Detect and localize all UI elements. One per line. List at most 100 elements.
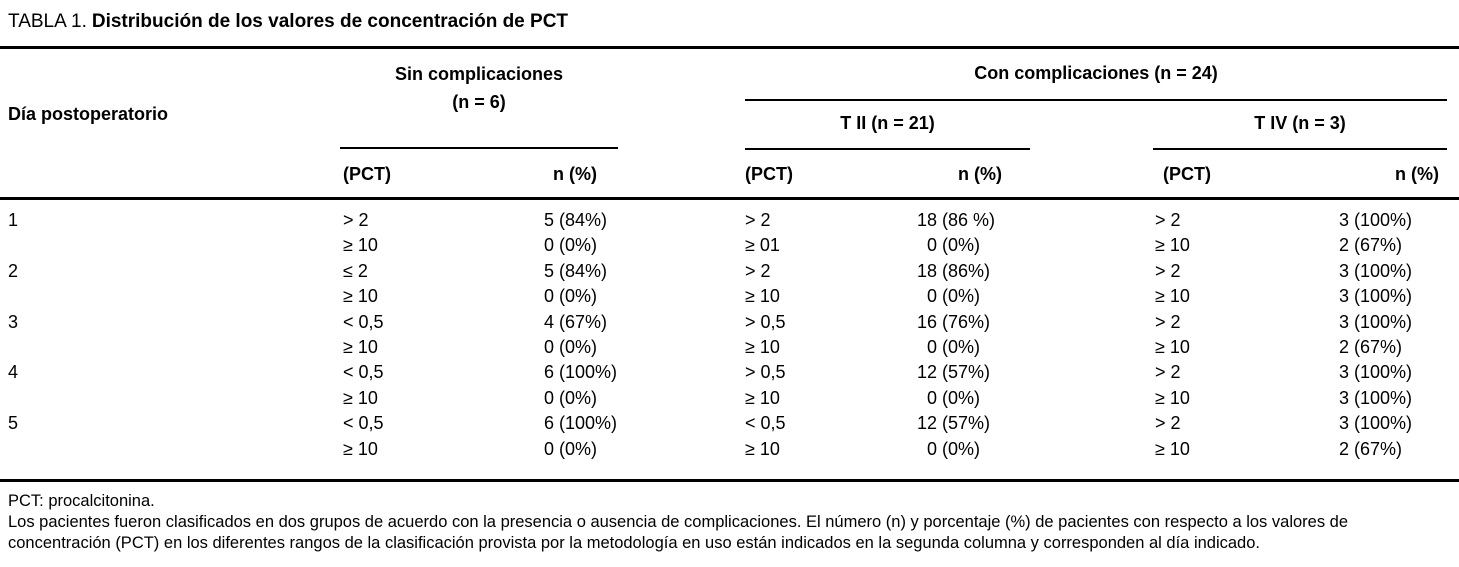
pct-range-cell: < 0,5 xyxy=(343,362,384,383)
n-count: 3 xyxy=(1338,286,1349,307)
n-count: 2 xyxy=(1338,235,1349,256)
pct-range-cell: ≥ 10 xyxy=(745,286,780,307)
pct-range-cell: < 0,5 xyxy=(745,413,786,434)
n-percent-cell: 3 (100%) xyxy=(1315,210,1412,231)
subgroup-header-t4: T IV (n = 3) xyxy=(1254,113,1346,133)
percent-value: (67%) xyxy=(1354,336,1403,357)
n-count: 16 xyxy=(916,311,937,332)
complications-rule xyxy=(745,99,1447,101)
n-percent-cell: 3 (100%) xyxy=(1315,286,1412,307)
header-bottom-rule xyxy=(0,197,1459,200)
n-percent-cell: 2 (67%) xyxy=(1315,235,1402,256)
n-count: 3 xyxy=(1338,311,1349,332)
table-title: TABLA 1. Distribución de los valores de c… xyxy=(8,11,568,33)
n-percent-cell: 5 (84%) xyxy=(520,261,607,282)
n-percent-cell: 5 (84%) xyxy=(520,210,607,231)
pct-range-cell: > 2 xyxy=(745,210,771,230)
pct-range-cell: > 2 xyxy=(1155,210,1181,230)
pct-range-cell: ≥ 10 xyxy=(343,387,378,408)
group-header-no-complications-line2: (n = 6) xyxy=(452,92,506,112)
table-body: 1 > 2 5 (84%) > 2 18 (86 %) > 2 3 (100%) ≥ 10 0 (0%)… xyxy=(0,210,1459,464)
percent-value: (0%) xyxy=(942,336,981,357)
percent-value: (0%) xyxy=(559,286,598,307)
table-row: 2 ≤ 2 5 (84%) > 2 18 (86%) > 2 3 (100%) xyxy=(0,261,1459,286)
pct-range-cell: ≥ 10 xyxy=(745,438,780,459)
pct-range-cell: ≥ 10 xyxy=(343,235,378,256)
column-header-pct-g2: (PCT) xyxy=(745,164,793,184)
pct-range-cell: ≥ 10 xyxy=(1155,387,1190,408)
column-header-day: Día postoperatorio xyxy=(8,104,169,124)
n-percent-cell: 0 (0%) xyxy=(903,388,980,409)
column-header-n-g1: n (%) xyxy=(553,164,597,184)
n-count: 3 xyxy=(1338,387,1349,408)
n-count: 3 xyxy=(1338,210,1349,230)
percent-value: (100%) xyxy=(1354,286,1413,307)
pct-range-cell: > 2 xyxy=(1155,260,1181,281)
percent-value: (100%) xyxy=(1354,210,1413,230)
pct-range-cell: ≥ 10 xyxy=(343,336,378,357)
n-percent-cell: 0 (0%) xyxy=(520,388,597,409)
percent-value: (0%) xyxy=(942,438,981,459)
pct-range-cell: ≥ 10 xyxy=(343,286,378,307)
n-percent-cell: 2 (67%) xyxy=(1315,439,1402,460)
n-count: 3 xyxy=(1338,260,1349,281)
percent-value: (86%) xyxy=(942,260,991,281)
n-percent-cell: 3 (100%) xyxy=(1315,312,1412,333)
percent-value: (0%) xyxy=(559,387,598,408)
pct-range-cell: < 0,5 xyxy=(343,413,384,434)
n-percent-cell: 6 (100%) xyxy=(520,413,617,434)
percent-value: (67%) xyxy=(1354,438,1403,459)
n-percent-cell: 0 (0%) xyxy=(520,286,597,307)
n-count: 0 xyxy=(926,336,937,357)
n-percent-cell: 3 (100%) xyxy=(1315,413,1412,434)
n-count: 0 xyxy=(543,387,554,408)
t2-rule xyxy=(745,148,1030,150)
n-count: 0 xyxy=(926,235,937,256)
pct-range-cell: ≥ 10 xyxy=(745,387,780,408)
group-header-no-complications-line1: Sin complicaciones xyxy=(394,64,564,84)
n-count: 3 xyxy=(1338,413,1349,434)
footnote-description-line2: concentración (PCT) en los diferentes ra… xyxy=(8,534,1260,552)
percent-value: (0%) xyxy=(559,235,598,256)
n-percent-cell: 0 (0%) xyxy=(903,439,980,460)
table-footnotes: PCT: procalcitonina. Los pacientes fuero… xyxy=(8,491,1348,554)
column-header-n-g2: n (%) xyxy=(958,164,1002,184)
table-row: 1 > 2 5 (84%) > 2 18 (86 %) > 2 3 (100%) xyxy=(0,210,1459,235)
n-count: 3 xyxy=(1338,362,1349,383)
n-count: 5 xyxy=(543,210,554,230)
n-count: 12 xyxy=(916,362,937,383)
n-percent-cell: 3 (100%) xyxy=(1315,362,1412,383)
percent-value: (0%) xyxy=(942,235,981,256)
subgroup-header-t2: T II (n = 21) xyxy=(840,113,935,133)
percent-value: (0%) xyxy=(559,438,598,459)
percent-value: (67%) xyxy=(1354,235,1403,256)
n-count: 2 xyxy=(1338,336,1349,357)
n-percent-cell: 0 (0%) xyxy=(520,439,597,460)
group-header-no-complications: Sin complicaciones (n = 6) xyxy=(340,60,618,116)
n-count: 18 xyxy=(916,260,937,281)
pct-range-cell: ≥ 10 xyxy=(1155,336,1190,357)
n-percent-cell: 3 (100%) xyxy=(1315,261,1412,282)
pct-range-cell: > 2 xyxy=(1155,362,1181,383)
percent-value: (86 %) xyxy=(942,210,996,230)
n-count: 5 xyxy=(543,260,554,281)
n-count: 0 xyxy=(926,387,937,408)
table-row: ≥ 10 0 (0%) ≥ 10 0 (0%) ≥ 10 3 (100%) xyxy=(0,286,1459,311)
table-row: ≥ 10 0 (0%) ≥ 10 0 (0%) ≥ 10 2 (67%) xyxy=(0,337,1459,362)
n-percent-cell: 12 (57%) xyxy=(903,362,990,383)
footnote-description-line1: Los pacientes fueron clasificados en dos… xyxy=(8,513,1349,531)
n-percent-cell: 6 (100%) xyxy=(520,362,617,383)
n-percent-cell: 3 (100%) xyxy=(1315,388,1412,409)
column-header-pct-g3: (PCT) xyxy=(1163,164,1211,184)
table-row: 5 < 0,5 6 (100%) < 0,5 12 (57%) > 2 3 (100%) xyxy=(0,413,1459,438)
pct-range-cell: ≥ 10 xyxy=(1155,438,1190,459)
table-bottom-rule xyxy=(0,479,1459,482)
table-number-label: TABLA 1. xyxy=(8,11,87,32)
percent-value: (84%) xyxy=(559,210,608,230)
t4-rule xyxy=(1153,148,1447,150)
group-header-complications: Con complicaciones (n = 24) xyxy=(974,63,1218,83)
n-count: 12 xyxy=(916,413,937,434)
pct-range-cell: > 2 xyxy=(343,210,369,230)
percent-value: (100%) xyxy=(559,362,618,383)
